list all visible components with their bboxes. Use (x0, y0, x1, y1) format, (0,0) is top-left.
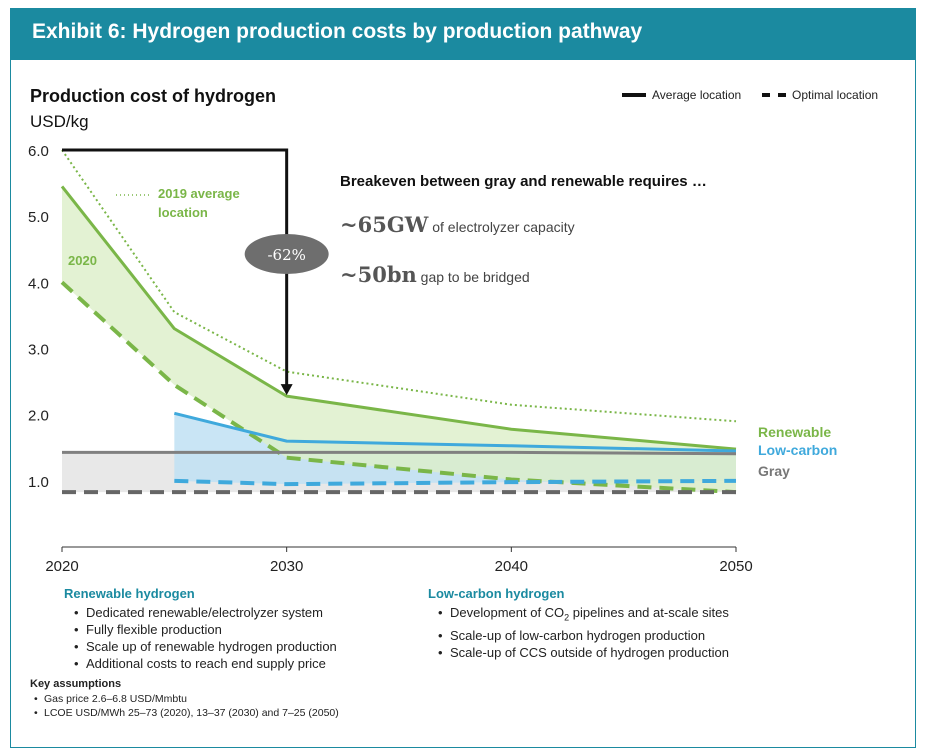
list-item: LCOE USD/MWh 25–73 (2020), 13–37 (2030) … (34, 706, 339, 720)
capacity-line: ~65GW of electrolyzer capacity (340, 212, 575, 237)
series-line-4 (174, 478, 737, 487)
list-item: Fully flexible production (74, 621, 337, 638)
reduction-badge (244, 234, 329, 274)
low-carbon-section-title: Low-carbon hydrogen (428, 586, 565, 601)
series-line-2 (60, 280, 737, 495)
reduction-arrowhead (280, 384, 293, 396)
y-tick-label: 5.0 (28, 209, 49, 226)
x-tick-label: 2040 (495, 558, 528, 575)
legend-average-label: Average location (652, 88, 742, 102)
y-tick-label: 1.0 (28, 474, 49, 491)
reduction-badge-label: -62% (267, 246, 305, 264)
label-2020: 2020 (68, 253, 97, 268)
key-assumptions-title: Key assumptions (30, 678, 122, 690)
series-line-0 (61, 149, 737, 423)
list-item: Scale up of renewable hydrogen productio… (74, 638, 337, 655)
list-item: Scale-up of CCS outside of hydrogen prod… (438, 644, 729, 661)
series-line-1 (60, 185, 737, 451)
renewable-series-label: Renewable (758, 424, 831, 440)
y-tick-label: 2.0 (28, 408, 49, 425)
y-tick-label: 3.0 (28, 342, 49, 359)
series-line-5 (62, 450, 737, 456)
gray-series-label: Gray (758, 463, 790, 479)
renewable-section-title: Renewable hydrogen (64, 586, 195, 601)
avg-2019-label-line2: location (158, 205, 208, 220)
chart-unit: USD/kg (30, 112, 89, 131)
avg-2019-label-line1: 2019 average (158, 186, 240, 201)
co2-subscript: 2 (564, 612, 570, 623)
solid-line-swatch (622, 93, 646, 97)
dashed-line-swatch (762, 93, 786, 97)
legend-optimal: Optimal location (762, 88, 878, 102)
low-carbon-section: Low-carbon hydrogen Development of CO2 p… (428, 586, 729, 661)
x-tick-label: 2030 (270, 558, 303, 575)
list-item: Development of CO2 pipelines and at-scal… (438, 604, 729, 627)
list-item: Additional costs to reach end supply pri… (74, 655, 337, 672)
legend-average: Average location (622, 88, 741, 102)
co2-item-post: pipelines and at-scale sites (569, 605, 729, 620)
y-tick-label: 4.0 (28, 275, 49, 292)
series-line-3 (173, 411, 737, 453)
key-assumptions: Key assumptions Gas price 2.6–6.8 USD/Mm… (30, 678, 339, 720)
low-carbon-series-label: Low-carbon (758, 442, 837, 458)
exhibit-header: Exhibit 6: Hydrogen production costs by … (10, 8, 916, 60)
exhibit-title: Exhibit 6: Hydrogen production costs by … (32, 20, 643, 43)
x-tick-label: 2020 (45, 558, 78, 575)
y-tick-label: 6.0 (28, 143, 49, 160)
chart-title: Production cost of hydrogen (30, 86, 276, 106)
list-item: Scale-up of low-carbon hydrogen producti… (438, 627, 729, 644)
gap-line: ~50bn gap to be bridged (340, 262, 530, 287)
breakeven-title: Breakeven between gray and renewable req… (340, 173, 707, 190)
list-item: Dedicated renewable/electrolyzer system (74, 604, 337, 621)
co2-item-pre: Development of CO (450, 605, 565, 620)
legend-optimal-label: Optimal location (792, 88, 879, 102)
renewable-section: Renewable hydrogen Dedicated renewable/e… (64, 586, 337, 672)
list-item: Gas price 2.6–6.8 USD/Mmbtu (34, 692, 339, 706)
renewable-range-band (62, 186, 736, 493)
reduction-arrow (62, 148, 289, 387)
x-tick-label: 2050 (719, 558, 752, 575)
